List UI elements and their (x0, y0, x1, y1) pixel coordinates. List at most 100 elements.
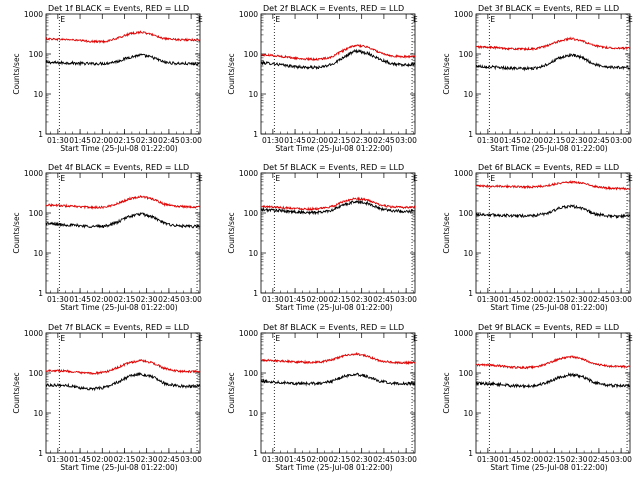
x-tick-label: 01:45 (69, 136, 91, 145)
lld-series-line (475, 179, 631, 191)
y-tick-label: 1 (38, 289, 43, 298)
plot-frame (475, 172, 631, 294)
x-axis-label: Start Time (25-Jul-08 01:22:00) (60, 303, 177, 312)
event-marker-label: E (413, 334, 418, 343)
y-tick-label: 10 (248, 409, 258, 418)
x-tick-label: 02:15 (329, 455, 351, 464)
x-axis-label: Start Time (25-Jul-08 01:22:00) (275, 463, 392, 472)
y-tick-label: 10 (463, 249, 473, 258)
x-axis-label: Start Time (25-Jul-08 01:22:00) (60, 144, 177, 153)
x-tick-label: 02:45 (158, 136, 180, 145)
chart-panel-9: Det 9f BLACK = Events, RED = LLD 1 10 100 10… (442, 323, 633, 472)
x-tick-label: 02:45 (588, 455, 610, 464)
x-axis-label: Start Time (25-Jul-08 01:22:00) (275, 144, 392, 153)
y-tick-label: 1000 (24, 10, 43, 19)
x-tick-label: 02:15 (114, 295, 136, 304)
event-marker-label: E (60, 15, 65, 24)
x-tick-label: 02:30 (566, 295, 588, 304)
events-series-line (475, 52, 631, 72)
y-tick-label: 100 (244, 209, 259, 218)
x-tick-label: 02:30 (566, 136, 588, 145)
chart-panel-5: Det 5f BLACK = Events, RED = LLD 1 10 100 10… (227, 163, 418, 312)
plot-frame (45, 13, 201, 135)
y-tick-label: 1 (253, 289, 258, 298)
y-tick-label: 10 (33, 249, 43, 258)
x-tick-label: 01:30 (477, 295, 499, 304)
x-tick-label: 02:30 (136, 295, 158, 304)
lld-series-line (260, 351, 416, 366)
events-series-line (260, 48, 416, 70)
chart-panel-1: Det 1f BLACK = Events, RED = LLD 1 10 100 10… (12, 4, 203, 153)
x-tick-label: 02:00 (306, 136, 328, 145)
event-marker-label: E (490, 15, 495, 24)
event-marker-label: E (275, 334, 280, 343)
x-axis-label: Start Time (25-Jul-08 01:22:00) (275, 303, 392, 312)
plot-frame (260, 13, 416, 135)
x-tick-label: 03:00 (610, 455, 632, 464)
y-tick-label: 100 (244, 369, 259, 378)
x-tick-label: 02:45 (158, 455, 180, 464)
x-tick-label: 02:45 (373, 136, 395, 145)
x-tick-label: 02:45 (373, 295, 395, 304)
chart-panel-8: Det 8f BLACK = Events, RED = LLD 1 10 100 10… (227, 323, 418, 472)
x-tick-label: 02:30 (136, 136, 158, 145)
x-tick-label: 01:30 (477, 136, 499, 145)
x-axis-label: Start Time (25-Jul-08 01:22:00) (60, 463, 177, 472)
y-axis-label: Counts/sec (442, 212, 451, 253)
y-tick-label: 1 (468, 130, 473, 139)
events-series-line (45, 371, 201, 392)
y-axis-label: Counts/sec (442, 53, 451, 94)
y-tick-label: 1000 (239, 10, 258, 19)
event-marker-label: E (628, 174, 633, 183)
x-tick-label: 03:00 (610, 295, 632, 304)
x-tick-label: 01:45 (69, 295, 91, 304)
x-tick-label: 03:00 (180, 136, 202, 145)
event-marker-label: E (275, 15, 280, 24)
x-axis-label: Start Time (25-Jul-08 01:22:00) (490, 303, 607, 312)
x-tick-label: 01:45 (499, 455, 521, 464)
y-tick-label: 1000 (24, 329, 43, 338)
x-tick-label: 02:15 (544, 136, 566, 145)
x-tick-label: 01:45 (284, 455, 306, 464)
x-tick-label: 01:45 (284, 295, 306, 304)
chart-panel-3: Det 3f BLACK = Events, RED = LLD 1 10 100 10… (442, 4, 633, 153)
x-tick-label: 01:45 (499, 295, 521, 304)
events-series-line (260, 372, 416, 387)
y-tick-label: 100 (29, 369, 44, 378)
chart-title: Det 8f BLACK = Events, RED = LLD (263, 323, 404, 332)
event-marker-label: E (413, 174, 418, 183)
x-tick-label: 02:15 (329, 295, 351, 304)
event-marker-label: E (60, 334, 65, 343)
y-tick-label: 1000 (24, 169, 43, 178)
event-marker-label: E (628, 334, 633, 343)
x-tick-label: 02:30 (351, 136, 373, 145)
lld-series-line (45, 30, 201, 44)
y-tick-label: 1000 (454, 10, 473, 19)
y-tick-label: 1 (253, 130, 258, 139)
event-marker-label: E (628, 15, 633, 24)
x-tick-label: 02:15 (544, 455, 566, 464)
event-marker-label: E (198, 174, 203, 183)
y-axis-label: Counts/sec (12, 53, 21, 94)
plot-frame (475, 332, 631, 454)
y-axis-label: Counts/sec (442, 372, 451, 413)
y-tick-label: 100 (459, 50, 474, 59)
x-tick-label: 02:00 (91, 455, 113, 464)
plot-frame (45, 332, 201, 454)
y-tick-label: 100 (29, 50, 44, 59)
x-tick-label: 02:45 (588, 295, 610, 304)
y-tick-label: 100 (29, 209, 44, 218)
x-tick-label: 02:15 (329, 136, 351, 145)
plot-frame (45, 172, 201, 294)
chart-title: Det 7f BLACK = Events, RED = LLD (48, 323, 189, 332)
y-tick-label: 10 (463, 90, 473, 99)
x-tick-label: 01:30 (47, 455, 69, 464)
y-tick-label: 100 (459, 209, 474, 218)
x-tick-label: 02:15 (114, 136, 136, 145)
y-axis-label: Counts/sec (227, 372, 236, 413)
x-tick-label: 01:45 (69, 455, 91, 464)
y-axis-label: Counts/sec (12, 212, 21, 253)
event-marker-label: E (60, 174, 65, 183)
y-tick-label: 10 (463, 409, 473, 418)
y-tick-label: 100 (459, 369, 474, 378)
